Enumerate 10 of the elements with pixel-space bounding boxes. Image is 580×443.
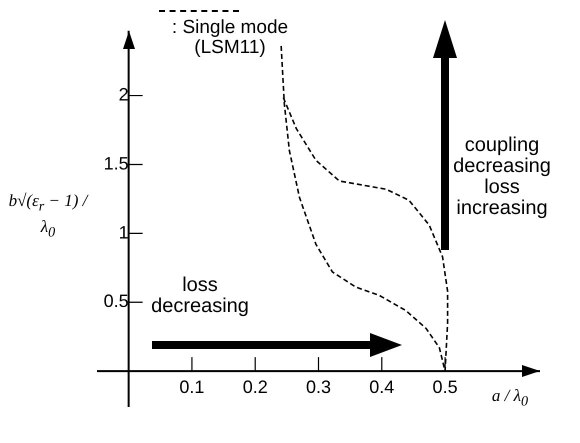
annotation: coupling decreasing loss increasing — [452, 134, 552, 219]
x-tick-label: 0.1 — [179, 376, 204, 397]
y-axis-title: b√(ε$_{r}$ − 1) / λ$_{0}$ — [8, 190, 90, 242]
x-tick-label: 0.5 — [432, 376, 458, 397]
legend-label: : Single mode (LSM11) — [170, 17, 290, 58]
x-tick-label: 0.2 — [242, 376, 268, 397]
x-axis-title: a / λ$_{0}$ — [490, 385, 530, 411]
x-tick-label: 0.4 — [369, 376, 394, 397]
annotation: loss decreasing — [151, 274, 249, 317]
x-tick-label: 0.3 — [306, 376, 332, 397]
